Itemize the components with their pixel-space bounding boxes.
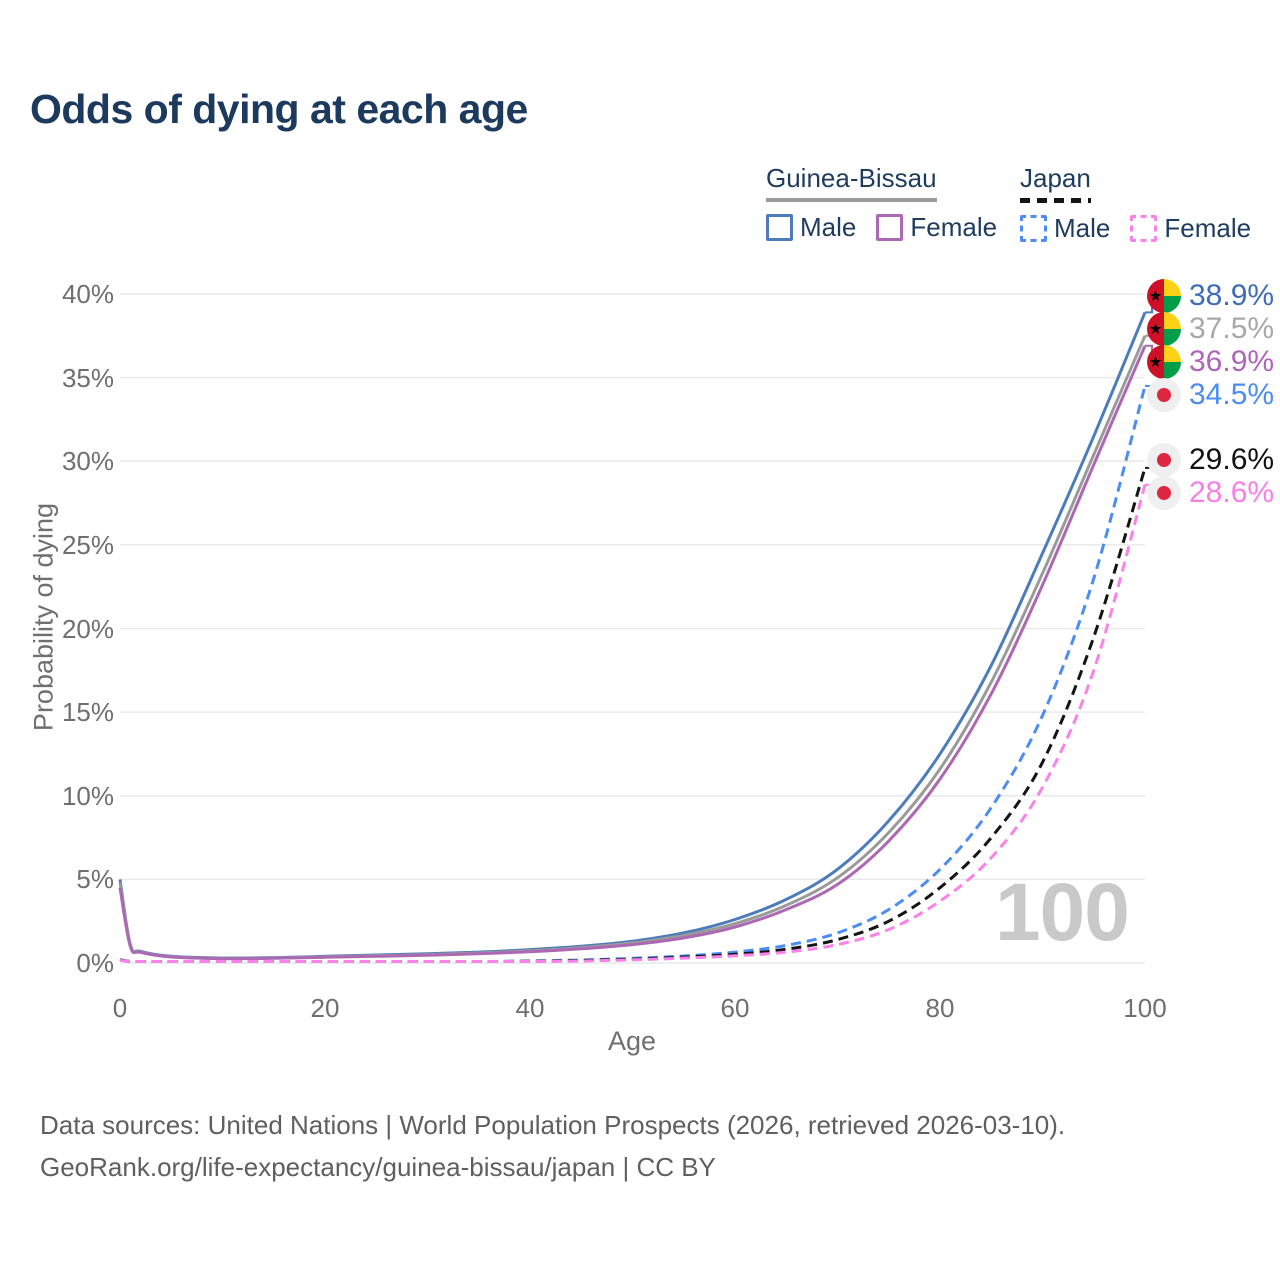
y-tick-label: 15%	[61, 697, 114, 728]
x-tick-label: 20	[310, 993, 340, 1023]
y-tick-label: 35%	[61, 362, 114, 393]
guinea-bissau-male-swatch-icon	[766, 214, 793, 241]
series-end-label-guinea-bissau[interactable]: 37.5%	[1147, 311, 1275, 346]
guinea-bissau-flag-icon	[1147, 311, 1181, 346]
legend-group-guinea-bissau: Guinea-Bissau Male Female	[766, 163, 997, 243]
legend-item-label: Male	[800, 212, 857, 242]
page-title: Odds of dying at each age	[30, 86, 528, 132]
legend-country-guinea-bissau: Guinea-Bissau	[766, 163, 937, 193]
series-line-japan-female[interactable]	[119, 484, 1147, 964]
attribution-line: GeoRank.org/life-expectancy/guinea-bissa…	[40, 1152, 716, 1182]
series-end-label-japan[interactable]: 29.6%	[1147, 442, 1275, 477]
series-end-label-japan-male[interactable]: 34.5%	[1147, 377, 1275, 412]
japan-flag-icon	[1147, 475, 1181, 510]
legend-country-japan: Japan	[1020, 163, 1091, 193]
legend-item-label: Female	[1164, 213, 1252, 243]
japan-male-swatch-icon	[1020, 215, 1047, 242]
y-tick-label: 0%	[76, 948, 114, 978]
series-line-guinea-bissau[interactable]	[118, 335, 1147, 960]
x-tick-label: 40	[515, 993, 545, 1023]
legend-item-japan-male[interactable]: Male	[1020, 213, 1110, 244]
y-tick-label: 40%	[61, 279, 114, 309]
guinea-bissau-flag-icon	[1147, 278, 1181, 313]
series-end-label-guinea-bissau-female[interactable]: 36.9%	[1147, 344, 1275, 379]
x-tick-label: 80	[925, 993, 955, 1023]
guinea-bissau-flag-icon	[1147, 344, 1181, 379]
legend-item-guinea-bissau-female[interactable]: Female	[876, 212, 997, 243]
japan-flag-icon	[1147, 377, 1181, 412]
end-value-label: 29.6%	[1189, 442, 1275, 476]
legend-group-japan: Japan Male Female	[1020, 163, 1251, 244]
guinea-bissau-female-swatch-icon	[876, 214, 904, 241]
data-sources-line: Data sources: United Nations | World Pop…	[40, 1110, 1066, 1140]
legend-item-guinea-bissau-male[interactable]: Male	[766, 212, 856, 243]
x-tick-label: 100	[1123, 993, 1167, 1023]
series-line-guinea-bissau-female[interactable]	[118, 345, 1147, 961]
y-tick-label: 10%	[61, 780, 114, 811]
series-line-japan[interactable]	[119, 467, 1147, 964]
series-end-label-guinea-bissau-male[interactable]: 38.9%	[1147, 278, 1275, 313]
y-tick-label: 5%	[76, 864, 114, 895]
x-axis-title: Age	[607, 1026, 657, 1056]
series-line-japan-male[interactable]	[119, 385, 1147, 964]
japan-line-style-underline	[1020, 198, 1091, 203]
x-tick-label: 0	[112, 993, 128, 1023]
legend-item-japan-female[interactable]: Female	[1130, 213, 1251, 244]
hover-age-watermark: 100	[995, 867, 1130, 958]
y-tick-label: 25%	[61, 529, 114, 560]
legend-item-label: Female	[910, 212, 998, 242]
japan-flag-icon	[1147, 442, 1181, 477]
end-value-label: 37.5%	[1189, 311, 1275, 345]
footer: Data sources: United Nations | World Pop…	[40, 1104, 1065, 1188]
y-tick-label: 30%	[61, 446, 114, 477]
end-value-label: 36.9%	[1189, 344, 1275, 378]
series-end-label-japan-female[interactable]: 28.6%	[1147, 475, 1275, 510]
x-tick-label: 60	[720, 993, 750, 1023]
series-line-guinea-bissau-male[interactable]	[118, 311, 1147, 960]
guinea-bissau-line-style-underline	[766, 198, 937, 202]
y-axis-title: Probability of dying	[28, 502, 59, 732]
end-value-label: 34.5%	[1189, 377, 1275, 411]
y-tick-label: 20%	[61, 613, 114, 644]
end-value-label: 38.9%	[1189, 278, 1275, 312]
japan-female-swatch-icon	[1130, 215, 1158, 242]
end-value-label: 28.6%	[1189, 475, 1275, 509]
legend-item-label: Male	[1054, 213, 1111, 243]
